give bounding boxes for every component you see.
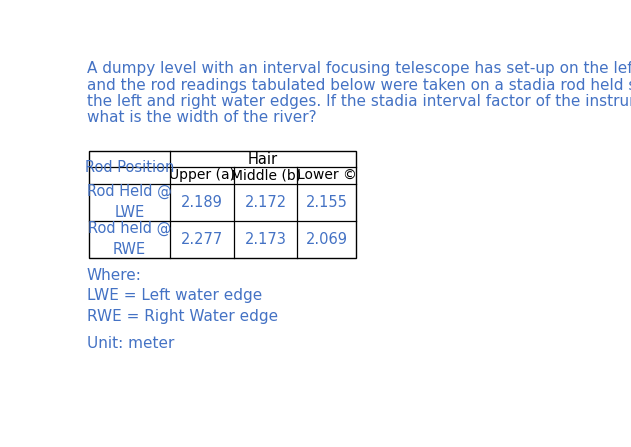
Bar: [89, 152, 355, 257]
Text: Rod Held @
LWE: Rod Held @ LWE: [87, 184, 172, 220]
Text: 2.172: 2.172: [245, 195, 286, 210]
Text: Where:: Where:: [86, 269, 141, 283]
Text: and the rod readings tabulated below were taken on a stadia rod held successivel: and the rod readings tabulated below wer…: [86, 77, 631, 93]
Text: Rod held @
RWE: Rod held @ RWE: [88, 221, 171, 257]
Text: the left and right water edges. If the stadia interval factor of the instrument : the left and right water edges. If the s…: [86, 94, 631, 109]
Text: Upper (a): Upper (a): [169, 169, 235, 182]
Text: Lower ©: Lower ©: [297, 169, 357, 182]
Text: 2.173: 2.173: [245, 232, 286, 247]
Text: A dumpy level with an interval focusing telescope has set-up on the left bank of: A dumpy level with an interval focusing …: [86, 61, 631, 76]
Text: 2.155: 2.155: [305, 195, 348, 210]
Text: Middle (b): Middle (b): [230, 169, 301, 182]
Text: RWE = Right Water edge: RWE = Right Water edge: [86, 308, 278, 324]
Text: 2.189: 2.189: [181, 195, 223, 210]
Text: Hair: Hair: [248, 152, 278, 167]
Text: Unit: meter: Unit: meter: [86, 336, 174, 351]
Text: what is the width of the river?: what is the width of the river?: [86, 110, 316, 125]
Text: LWE = Left water edge: LWE = Left water edge: [86, 288, 262, 304]
Text: Rod Position: Rod Position: [85, 160, 174, 175]
Text: 2.277: 2.277: [181, 232, 223, 247]
Text: 2.069: 2.069: [305, 232, 348, 247]
